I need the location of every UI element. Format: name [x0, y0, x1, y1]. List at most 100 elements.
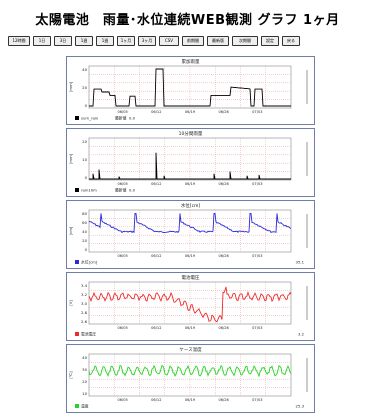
- graph-title: 電池電圧: [182, 274, 200, 281]
- y-tick-label: 10: [82, 157, 87, 162]
- y-axis-label: [mm]: [68, 81, 73, 92]
- x-tick-label: 06/26: [218, 254, 229, 258]
- side-marker: [306, 70, 308, 104]
- graph-title: ケース温度: [179, 346, 202, 353]
- y-tick-label: 20: [82, 238, 87, 243]
- graph-svg-0: 累加雨量 40 20 0 [mm] 06/05 06/12 06/19 06/26 07/03 su…: [68, 58, 308, 121]
- graph-title: 10分間雨量: [179, 130, 203, 137]
- toolbar-button-4[interactable]: 1週: [96, 36, 114, 46]
- y-tick-label: 0: [85, 247, 88, 252]
- x-tick-label: 06/05: [117, 110, 127, 114]
- toolbar-button-10[interactable]: 次期間: [232, 36, 258, 46]
- x-tick-label: 06/12: [151, 182, 161, 186]
- stat-label: 最新値: [115, 188, 127, 193]
- legend-label: sum_rain: [81, 116, 99, 121]
- y-tick-label: 3.2: [81, 292, 88, 297]
- y-axis-label: [℃]: [68, 371, 73, 379]
- current-value: 3.2: [298, 332, 305, 337]
- x-tick-label: 06/19: [185, 254, 196, 258]
- x-tick-label: 06/26: [218, 326, 229, 330]
- side-marker: [306, 358, 308, 392]
- y-tick-label: 2.6: [81, 319, 88, 324]
- y-tick-label: 0: [85, 175, 88, 180]
- graph-svg-1: 10分間雨量 20 10 0 [mm] 06/05 06/12 06/19 06/26 07/03…: [68, 130, 308, 193]
- toolbar-button-1[interactable]: 1日: [33, 36, 51, 46]
- legend-swatch: [75, 332, 79, 336]
- x-tick-label: 07/03: [252, 110, 262, 114]
- series-line: [89, 68, 291, 107]
- x-tick-label: 06/26: [218, 110, 229, 114]
- x-tick-label: 06/19: [185, 398, 196, 402]
- legend-label: 電池電圧: [81, 332, 96, 337]
- series-line: [88, 286, 292, 323]
- toolbar: 12時間 1日 3日 1週 1週 1ヶ月 3ヶ月 CSV 前期間 最新版 次期間 設定 戻る: [8, 35, 370, 47]
- y-tick-label: 30: [82, 367, 87, 372]
- side-marker: [306, 142, 308, 176]
- legend-swatch: [75, 188, 79, 192]
- current-value: 25.3: [296, 404, 305, 409]
- x-tick-label: 06/12: [151, 326, 161, 330]
- y-tick-label: 60: [82, 220, 87, 225]
- series-line: [88, 364, 292, 378]
- x-tick-label: 07/03: [252, 182, 262, 186]
- x-tick-label: 06/19: [185, 326, 196, 330]
- x-tick-label: 06/26: [218, 182, 229, 186]
- x-tick-label: 07/03: [252, 254, 262, 258]
- side-marker: [306, 286, 308, 320]
- y-tick-label: 20: [82, 379, 87, 384]
- y-tick-label: 80: [82, 211, 87, 216]
- toolbar-button-12[interactable]: 戻る: [282, 36, 300, 46]
- toolbar-button-7[interactable]: CSV: [159, 36, 179, 46]
- y-tick-label: 0: [85, 103, 88, 108]
- y-axis-label: [mm]: [68, 153, 73, 164]
- toolbar-button-3[interactable]: 1週: [75, 36, 93, 46]
- legend-swatch: [75, 260, 79, 264]
- toolbar-button-9[interactable]: 最新版: [207, 36, 229, 46]
- y-tick-label: 20: [82, 85, 87, 90]
- toolbar-button-0[interactable]: 12時間: [8, 36, 30, 46]
- graph-panel-0: 累加雨量 40 20 0 [mm] 06/05 06/12 06/19 06/26 07/03 su…: [66, 56, 315, 125]
- legend-label: 水位[cm]: [81, 260, 98, 265]
- y-tick-label: 2.8: [81, 310, 88, 315]
- x-tick-label: 06/19: [185, 110, 196, 114]
- x-tick-label: 06/12: [151, 398, 161, 402]
- legend-label: rain10m: [81, 188, 97, 193]
- side-marker: [306, 214, 308, 248]
- y-tick-label: 3.4: [81, 283, 88, 288]
- x-tick-label: 06/19: [185, 182, 196, 186]
- x-tick-label: 06/05: [117, 326, 127, 330]
- y-tick-label: 3.0: [81, 301, 88, 306]
- x-tick-label: 07/03: [252, 326, 262, 330]
- page-title: 太陽電池 雨量･水位連続WEB観測 グラフ 1ヶ月: [35, 13, 340, 28]
- y-axis-label: [V]: [68, 300, 73, 306]
- toolbar-button-6[interactable]: 3ヶ月: [138, 36, 156, 46]
- graph-panel-3: 電池電圧 3.4 3.2 3.0 2.8 2.6 [V] 06/05 06/12 06/19 06/…: [66, 272, 315, 341]
- graph-svg-3: 電池電圧 3.4 3.2 3.0 2.8 2.6 [V] 06/05 06/12 06/19 06/…: [68, 274, 308, 337]
- legend-label: 温度: [81, 404, 89, 409]
- y-tick-label: 40: [82, 355, 87, 360]
- x-tick-label: 06/05: [117, 182, 127, 186]
- legend-swatch: [75, 116, 79, 120]
- graph-svg-2: 水位[cm] 80 60 40 20 0 [cm] 06/05 06/12 06/19 06/26 0…: [68, 202, 308, 265]
- x-tick-label: 06/05: [117, 254, 127, 258]
- x-tick-label: 06/12: [151, 110, 161, 114]
- toolbar-button-8[interactable]: 前期間: [182, 36, 204, 46]
- graph-title: 累加雨量: [182, 58, 200, 65]
- y-tick-label: 40: [82, 67, 87, 72]
- graph-title: 水位[cm]: [181, 202, 201, 209]
- stat-value: 0.0: [129, 116, 136, 121]
- graph-panel-2: 水位[cm] 80 60 40 20 0 [cm] 06/05 06/12 06/19 06/26 0…: [66, 200, 315, 269]
- y-tick-label: 40: [82, 229, 87, 234]
- x-tick-label: 07/03: [252, 398, 262, 402]
- graph-svg-4: ケース温度 40 30 20 10 [℃] 06/05 06/12 06/19 06/26 07/0…: [68, 346, 308, 409]
- x-tick-label: 06/05: [117, 398, 127, 402]
- graph-panel-4: ケース温度 40 30 20 10 [℃] 06/05 06/12 06/19 06/26 07/0…: [66, 344, 315, 413]
- toolbar-button-2[interactable]: 3日: [54, 36, 72, 46]
- y-axis-label: [cm]: [68, 226, 73, 235]
- toolbar-button-11[interactable]: 設定: [261, 36, 279, 46]
- stat-value: 0.0: [129, 188, 136, 193]
- toolbar-button-5[interactable]: 1ヶ月: [117, 36, 135, 46]
- current-value: 35.1: [296, 260, 305, 265]
- x-tick-label: 06/26: [218, 398, 229, 402]
- x-tick-label: 06/12: [151, 254, 161, 258]
